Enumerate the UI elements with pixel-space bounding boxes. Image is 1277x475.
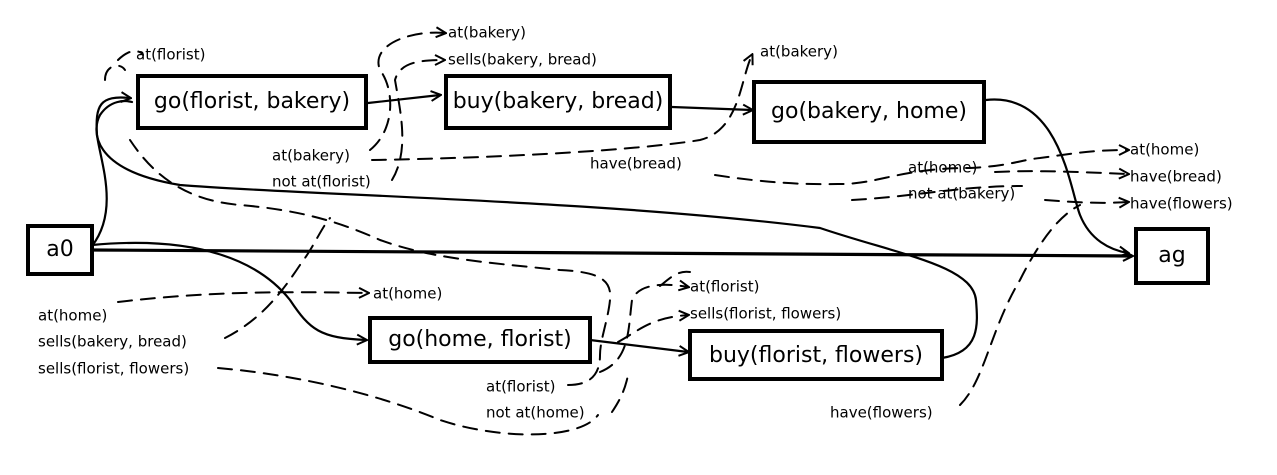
effect-label: have(flowers) bbox=[830, 404, 933, 422]
step-go-home-florist: go(home, florist) bbox=[368, 316, 592, 364]
goal-condition-label: have(flowers) bbox=[1130, 195, 1233, 213]
goal-condition-label: at(home) bbox=[1130, 141, 1199, 159]
causal-link-a0-go-home-florist bbox=[90, 241, 366, 340]
effect-label: at(bakery) bbox=[272, 147, 350, 165]
causal-link-buy-go-bakery-home bbox=[670, 107, 752, 110]
effect-label: not at(home) bbox=[486, 404, 585, 422]
step-buy-bakery-bread: buy(bakery, bread) bbox=[444, 74, 672, 130]
threat-link-5 bbox=[371, 55, 752, 161]
threat-link-1 bbox=[117, 50, 144, 61]
causal-link-go-home-florist-buy bbox=[588, 338, 688, 352]
causal-link-go-florist-bakery-buy bbox=[366, 95, 440, 105]
precondition-label: at(home) bbox=[373, 285, 442, 303]
threat-link-8 bbox=[851, 185, 1023, 201]
step-a0-label: a0 bbox=[46, 237, 73, 262]
threat-link-11 bbox=[117, 292, 368, 303]
ordering-link-a0-ag bbox=[91, 248, 1132, 256]
threat-link-17 bbox=[617, 315, 688, 343]
precondition-label: at(bakery) bbox=[448, 24, 526, 42]
threat-link-12 bbox=[224, 217, 331, 339]
threat-link-6 bbox=[714, 150, 1128, 186]
step-buy-florist-flowers-label: buy(florist, flowers) bbox=[709, 343, 923, 368]
threat-link-3 bbox=[369, 33, 445, 151]
step-go-bakery-home: go(bakery, home) bbox=[752, 80, 986, 144]
step-ag-label: ag bbox=[1158, 243, 1185, 268]
threat-link-13 bbox=[217, 367, 599, 436]
precondition-label: sells(florist, flowers) bbox=[690, 305, 841, 323]
precondition-label: at(florist) bbox=[690, 278, 759, 296]
threat-link-7 bbox=[994, 171, 1128, 174]
step-go-florist-bakery-label: go(florist, bakery) bbox=[154, 89, 350, 114]
threat-link-16 bbox=[599, 285, 688, 373]
threat-link-2 bbox=[104, 64, 126, 81]
initial-effect-label: at(home) bbox=[38, 307, 107, 325]
causal-link-buy-florist-flowers-to-bakery bbox=[95, 99, 978, 360]
step-go-bakery-home-label: go(bakery, home) bbox=[771, 99, 967, 124]
step-go-home-florist-label: go(home, florist) bbox=[388, 327, 572, 352]
step-buy-bakery-bread-label: buy(bakery, bread) bbox=[453, 89, 664, 114]
step-buy-florist-flowers: buy(florist, flowers) bbox=[688, 329, 944, 381]
effect-label: not at(bakery) bbox=[908, 185, 1015, 203]
step-ag: ag bbox=[1134, 227, 1210, 285]
threat-link-9 bbox=[1044, 200, 1128, 203]
goal-condition-label: have(bread) bbox=[1130, 168, 1222, 186]
threat-link-14 bbox=[129, 139, 612, 386]
effect-label: have(bread) bbox=[590, 155, 682, 173]
effect-label: at(florist) bbox=[486, 378, 555, 396]
threat-link-10 bbox=[959, 204, 1081, 406]
effect-label: not at(florist) bbox=[272, 173, 371, 191]
precondition-label: at(florist) bbox=[136, 46, 205, 64]
initial-effect-label: sells(bakery, bread) bbox=[38, 333, 187, 351]
initial-effect-label: sells(florist, flowers) bbox=[38, 360, 189, 378]
causal-link-go-bakery-home-ag bbox=[984, 98, 1128, 253]
step-a0: a0 bbox=[26, 224, 94, 276]
effect-label: at(home) bbox=[908, 159, 977, 177]
step-go-florist-bakery: go(florist, bakery) bbox=[136, 74, 368, 130]
threat-link-4 bbox=[391, 60, 444, 181]
threat-link-15 bbox=[611, 374, 629, 413]
precondition-label: at(bakery) bbox=[760, 43, 838, 61]
threat-link-18 bbox=[659, 270, 691, 287]
precondition-label: sells(bakery, bread) bbox=[448, 51, 597, 69]
